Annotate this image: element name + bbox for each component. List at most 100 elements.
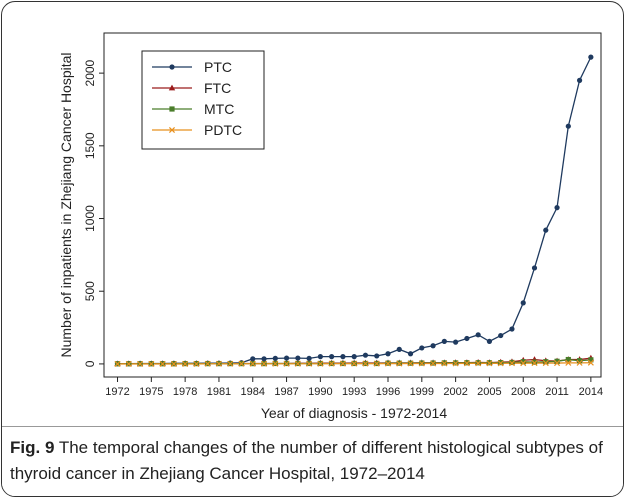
point [441,338,447,344]
point [531,360,538,367]
point [419,345,425,351]
point [384,360,392,367]
point [306,360,313,367]
point [509,326,515,332]
point [565,359,572,366]
point [215,360,222,367]
point [317,360,324,367]
point [396,346,402,352]
legend-box [141,50,265,150]
point [328,360,335,367]
x-tick-label: 1990 [308,386,332,398]
point [137,360,144,367]
legend-label: MTC [204,101,234,117]
point [283,360,290,367]
point [351,360,358,367]
point [317,354,323,360]
point [362,352,369,358]
point [159,360,166,367]
point [554,358,560,364]
point [295,355,301,361]
point [588,54,594,60]
point [486,338,493,344]
point [486,360,493,367]
x-tick-label: 1987 [274,386,298,398]
point [418,360,425,367]
point [520,300,526,306]
x-tick-label: 1978 [173,386,197,398]
point [475,332,481,338]
legend-label: PTC [204,59,232,75]
point [531,359,538,365]
x-tick-label: 2005 [477,386,501,398]
x-tick-label: 2002 [443,386,467,398]
point [238,360,245,367]
point [542,360,549,367]
point [497,360,504,367]
point [543,227,549,233]
point [306,355,312,361]
point [588,357,594,363]
legend-label: FTC [204,80,231,96]
point [114,360,121,367]
point [385,351,391,357]
point [508,360,515,367]
legend-marker [169,64,175,70]
y-tick-label: 500 [83,281,97,301]
point [193,360,200,367]
point [520,359,526,365]
point [340,354,346,360]
x-tick-label: 1996 [376,386,400,398]
caption-label: Fig. 9 [10,438,55,457]
point [249,360,256,367]
x-tick-label: 1984 [241,386,265,398]
caption-text: The temporal changes of the number of di… [10,438,603,483]
x-tick-label: 2008 [511,386,535,398]
point [373,360,380,367]
point [576,359,583,366]
point [272,360,279,367]
legend-marker [168,126,176,134]
point [565,123,571,129]
point [182,360,189,367]
point [283,355,290,361]
point [351,354,357,360]
point [475,360,482,367]
point [374,353,380,359]
x-tick-label: 1993 [342,386,366,398]
point [261,360,268,367]
point [148,360,155,367]
chart: Year of diagnosis - 1972-2014 Number of … [58,32,603,421]
point [531,265,538,271]
point [576,77,583,83]
point [294,360,301,367]
point [396,360,403,367]
point [554,205,560,211]
x-tick-label: 1981 [207,386,231,398]
point [452,360,459,367]
point [227,360,234,367]
y-tick-label: 0 [83,360,97,367]
point [204,360,211,367]
x-tick-label: 1972 [105,386,129,398]
point [554,360,561,367]
x-tick-label: 1999 [410,386,434,398]
x-tick-label: 1975 [139,386,163,398]
point [170,360,177,367]
point [430,343,436,349]
point [587,359,594,366]
point [407,360,414,367]
legend-marker [169,106,175,112]
caption: Fig. 9 The temporal changes of the numbe… [2,426,623,496]
point [339,360,346,367]
point [407,351,414,357]
point [463,360,470,367]
point [464,335,470,342]
y-tick-label: 1500 [83,132,97,159]
x-tick-label: 2014 [579,386,603,398]
x-tick-label: 2011 [545,386,569,398]
point [261,356,267,362]
point [430,360,437,367]
point [329,354,335,360]
